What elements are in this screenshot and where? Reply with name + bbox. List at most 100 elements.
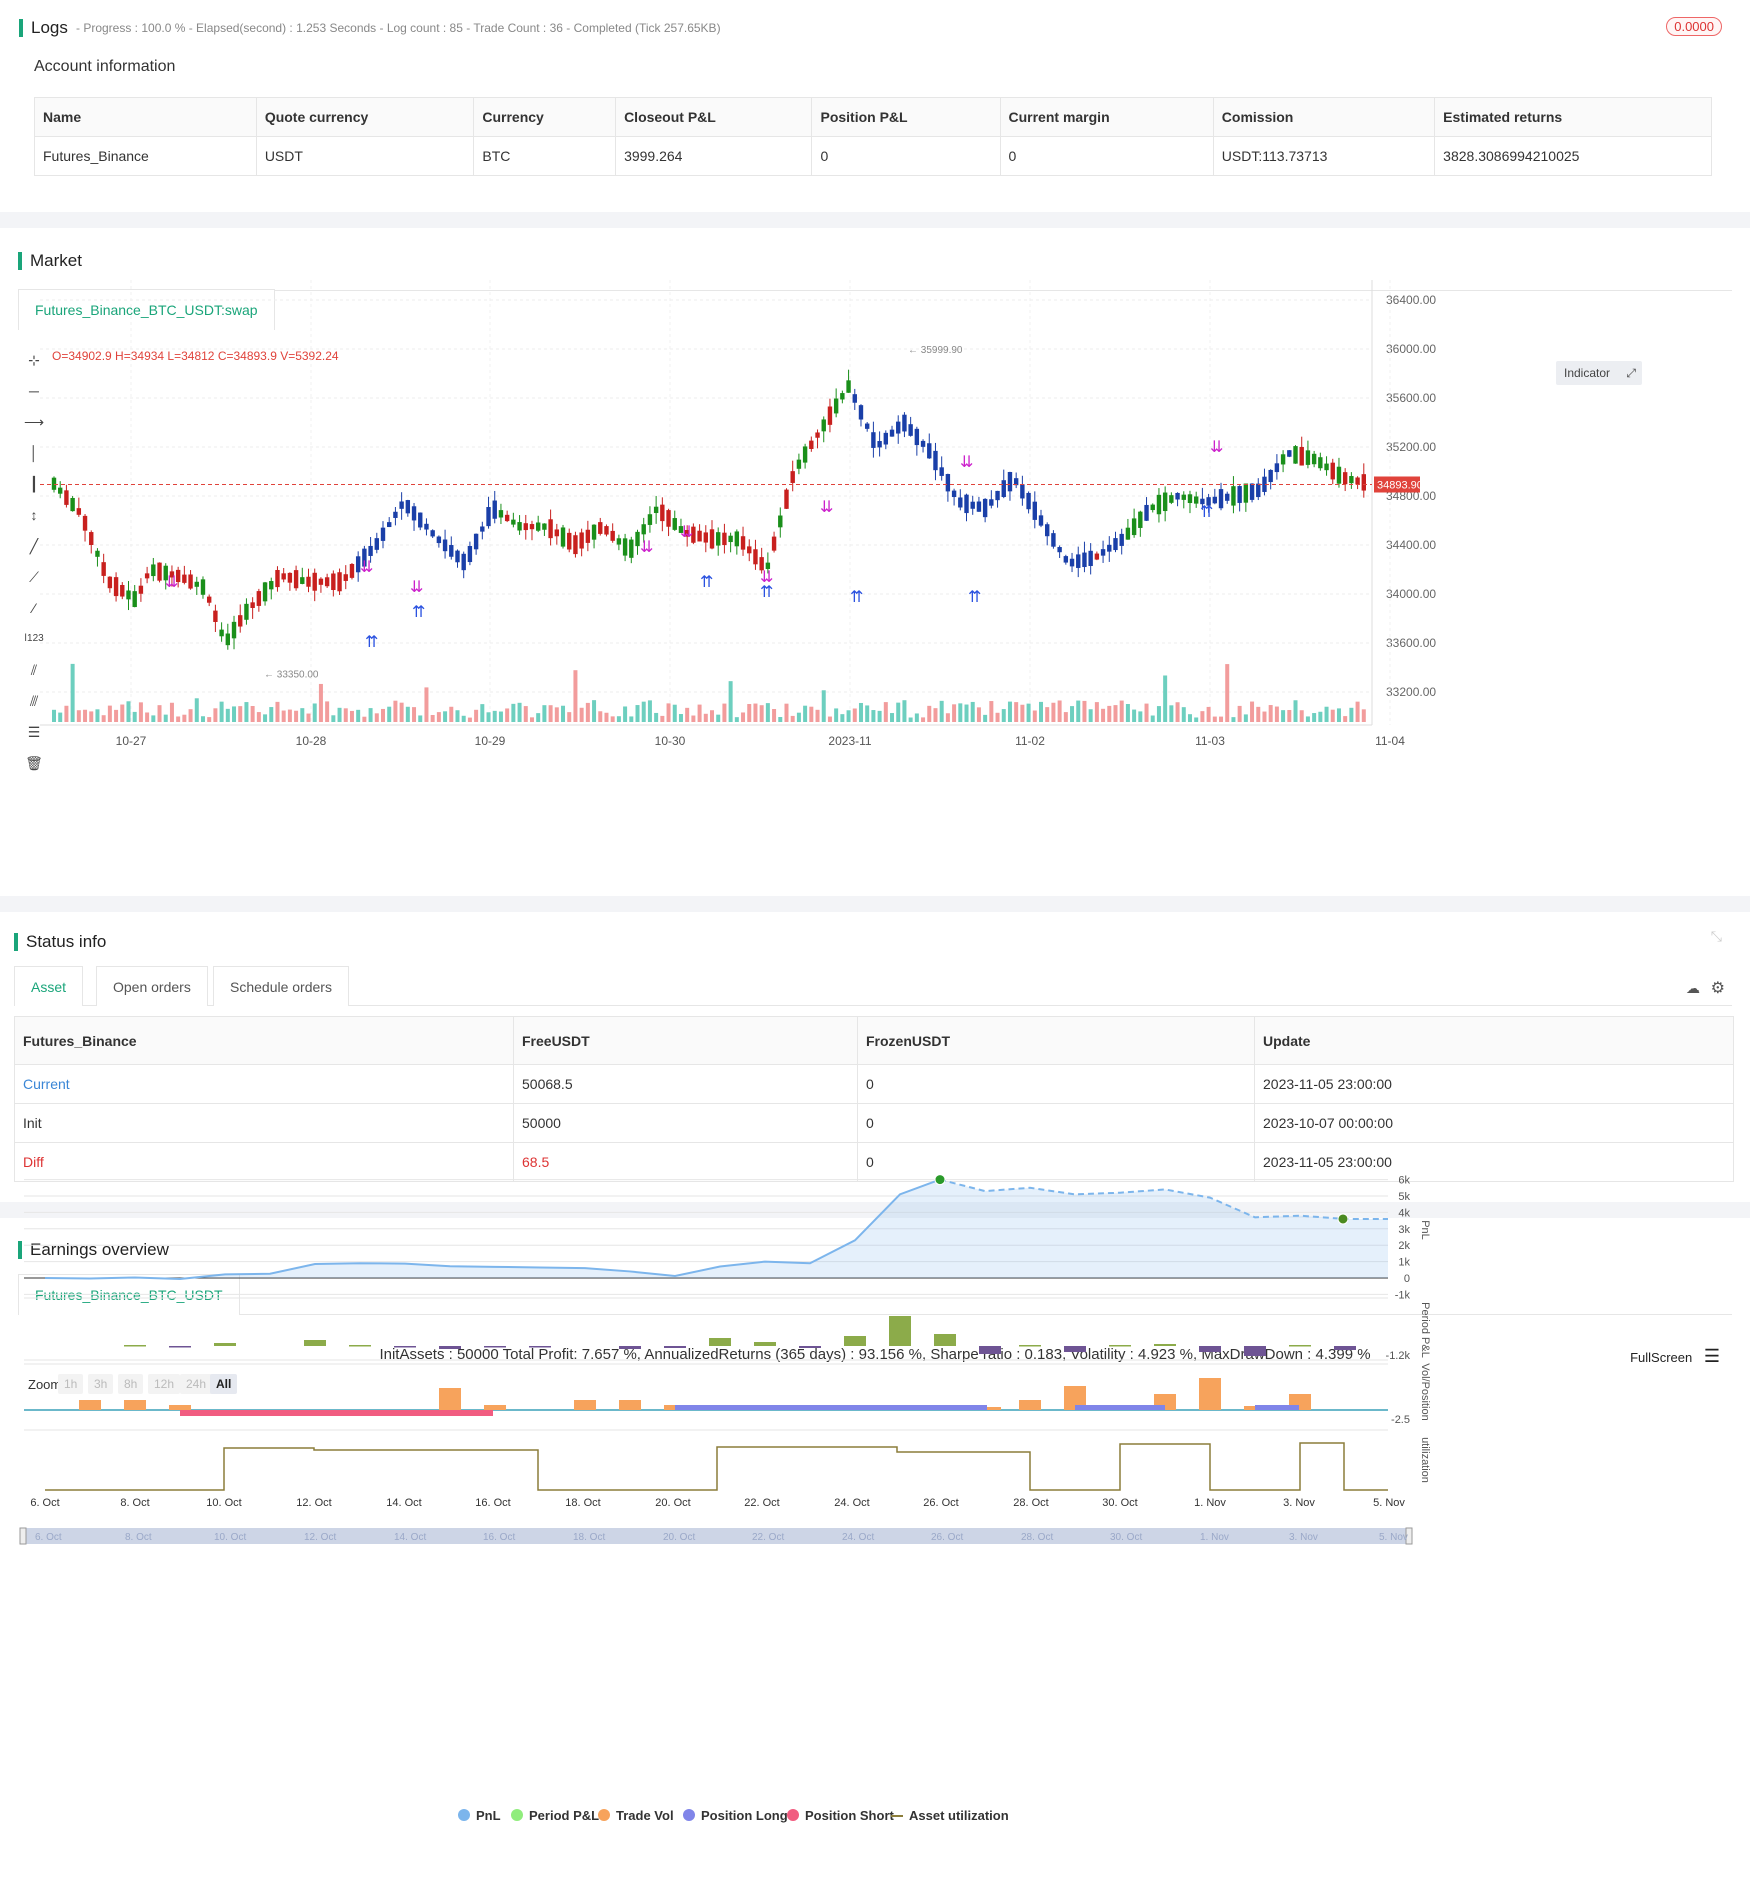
- candle: [1249, 483, 1255, 503]
- fullscreen-button[interactable]: FullScreen ☰: [1630, 1346, 1720, 1367]
- long-marker: ⇈: [365, 634, 378, 651]
- horizontal-ray-icon[interactable]: ⟶: [24, 414, 45, 430]
- volume-bar: [734, 717, 739, 722]
- trash-icon[interactable]: 🗑: [25, 755, 43, 771]
- volume-bar: [1039, 701, 1043, 722]
- candle: [877, 431, 882, 457]
- price-range-icon[interactable]: ↕: [30, 507, 38, 523]
- table-row: Diff 68.5 0 2023-11-05 23:00:00: [14, 1142, 1734, 1182]
- candle-body: [1305, 450, 1311, 465]
- candle: [374, 532, 379, 554]
- ohlc-readout: O=34902.9 H=34934 L=34812 C=34893.9 V=53…: [52, 349, 339, 363]
- tab-asset[interactable]: Asset: [14, 966, 84, 1006]
- parallel-line-icon[interactable]: ⫽: [30, 662, 38, 678]
- candle: [529, 520, 535, 541]
- volume-bar: [983, 714, 988, 722]
- legend-item[interactable]: Position Short: [787, 1808, 894, 1823]
- candle-body: [827, 406, 833, 425]
- fibonacci-icon[interactable]: ☰: [27, 724, 41, 740]
- candle-body: [591, 524, 597, 540]
- horizontal-line-icon[interactable]: ─: [29, 383, 39, 399]
- candlestick-chart[interactable]: 36400.00 36000.00 35600.00 35200.00 34800.00…: [40, 270, 1750, 748]
- volume-bar: [952, 704, 957, 722]
- price-line-icon[interactable]: ⅼ123: [24, 633, 44, 644]
- candle-body: [219, 629, 224, 637]
- candle-body: [1324, 463, 1329, 471]
- zoom-button-3h[interactable]: 3h: [88, 1374, 114, 1394]
- zoom-button-1h[interactable]: 1h: [58, 1374, 84, 1394]
- zoom-button-12h[interactable]: 12h: [148, 1374, 181, 1394]
- trade-vol-bar: [1019, 1400, 1041, 1410]
- market-tab[interactable]: Futures_Binance_BTC_USDT:swap: [18, 289, 275, 330]
- candle: [362, 545, 367, 570]
- volume-bar: [1231, 717, 1236, 722]
- segment-icon[interactable]: ⁄: [32, 600, 36, 616]
- candle-body: [629, 539, 634, 558]
- candle-body: [399, 501, 404, 509]
- candle-body: [970, 501, 975, 509]
- pnl-max-marker: [934, 1174, 946, 1186]
- candle-body: [480, 526, 485, 532]
- collapse-icon[interactable]: ⤡: [1710, 928, 1722, 944]
- period-pnl-bar: [1334, 1346, 1356, 1350]
- expand-icon[interactable]: ⤢: [1626, 366, 1636, 380]
- candle: [473, 533, 479, 555]
- volume-bar: [554, 707, 559, 722]
- volume-bar: [1305, 716, 1310, 722]
- candle: [1305, 440, 1311, 469]
- signal-marker: ⇊: [360, 559, 373, 576]
- vertical-segment-icon[interactable]: ┃: [29, 476, 39, 492]
- logs-badge[interactable]: 0.0000: [1666, 17, 1722, 36]
- zoom-button-all[interactable]: All: [210, 1374, 238, 1394]
- crosshair-icon[interactable]: ⊹: [28, 352, 40, 368]
- volume-bar: [803, 705, 808, 722]
- volume-bar: [145, 712, 150, 722]
- candle-body: [896, 421, 901, 434]
- legend-item[interactable]: Position Long: [683, 1808, 788, 1823]
- volume-bar: [629, 716, 634, 722]
- vertical-line-icon[interactable]: │: [29, 445, 39, 461]
- candle: [175, 566, 181, 588]
- cloud-download-icon[interactable]: ☁: [1686, 980, 1700, 996]
- time-axis-label: 10-29: [475, 734, 506, 748]
- menu-icon[interactable]: ☰: [1703, 1346, 1720, 1366]
- high-mark-label: ← 35999.90: [908, 345, 963, 356]
- gear-icon[interactable]: ⚙: [1710, 980, 1725, 997]
- volume-bar: [337, 707, 342, 722]
- legend-item[interactable]: Period P&L: [511, 1808, 599, 1823]
- candle-body: [778, 515, 783, 528]
- tab-schedule-orders[interactable]: Schedule orders: [213, 966, 349, 1006]
- trend-line-icon[interactable]: ╱: [29, 538, 39, 554]
- navigator-label: 5. Nov: [1379, 1532, 1408, 1543]
- volume-bar: [157, 705, 162, 722]
- channel-icon[interactable]: ⫻: [29, 693, 39, 709]
- zoom-button-8h[interactable]: 8h: [118, 1374, 144, 1394]
- period-pnl-bar: [1154, 1344, 1176, 1346]
- volume-bar: [858, 702, 863, 722]
- legend-item[interactable]: Trade Vol: [598, 1808, 674, 1823]
- volume-bar: [492, 710, 497, 722]
- price-axis-label: 33600.00: [1386, 636, 1436, 650]
- volume-bar: [83, 709, 88, 722]
- volume-bar: [685, 707, 690, 722]
- candle-body: [1138, 511, 1143, 528]
- indicator-button[interactable]: Indicator ⤢: [1556, 361, 1642, 385]
- legend-swatch-icon: [891, 1815, 903, 1817]
- price-axis-label: 34000.00: [1386, 587, 1436, 601]
- candle: [989, 490, 994, 509]
- tab-open-orders[interactable]: Open orders: [96, 966, 208, 1006]
- long-marker: ⇈: [700, 574, 713, 591]
- legend-item[interactable]: PnL: [458, 1808, 501, 1823]
- candle: [920, 439, 926, 453]
- ray-line-icon[interactable]: ⟋: [29, 569, 39, 585]
- long-marker: ⇈: [850, 589, 863, 606]
- legend-item[interactable]: Asset utilization: [891, 1808, 1009, 1823]
- candle: [225, 623, 231, 650]
- candle: [281, 567, 286, 583]
- candle: [523, 514, 528, 540]
- candle: [399, 492, 404, 520]
- zoom-button-24h[interactable]: 24h: [180, 1374, 213, 1394]
- volume-bar: [1169, 705, 1174, 722]
- candle-body: [833, 398, 839, 414]
